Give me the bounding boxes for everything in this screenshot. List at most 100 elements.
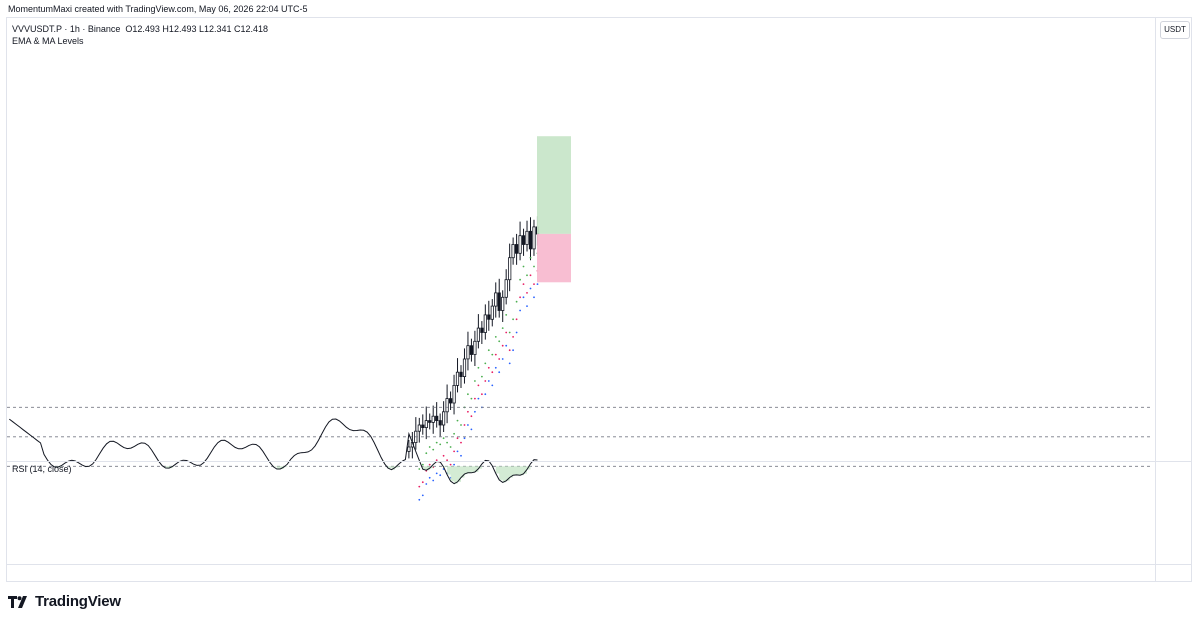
ema-mid-dot [519,296,521,299]
ema-mid-dot [463,424,466,426]
candle-body [480,327,484,333]
ma-slow-dot [439,474,442,477]
ma-slow-dot [453,463,455,466]
ema-mid-dot [449,463,452,466]
candle-body [438,420,442,426]
ema-fast-dot [498,340,501,343]
ema-mid-dot [505,331,508,334]
ma-slow-dot [515,331,518,334]
ema-fast-dot [467,393,469,396]
ema-fast-dot [456,419,459,422]
ema-fast-dot [526,274,528,277]
ma-slow-dot [474,410,476,413]
candle-body [431,415,435,423]
ma-slow-dot [470,428,473,431]
ema-fast-dot [453,432,455,435]
candle-body [462,358,467,378]
ema-fast-dot [533,265,535,268]
ema-fast-dot [491,353,494,356]
ema-mid-dot [428,463,431,466]
ema-mid-dot [477,384,480,387]
candle-body [466,345,470,360]
ema-fast-dot [432,448,435,451]
ema-mid-dot [522,283,525,285]
ema-mid-dot [512,336,514,338]
candle-body [452,384,456,404]
ema-fast-dot [508,331,511,334]
attribution-text: MomentumMaxi created with TradingView.co… [8,4,308,14]
ma-slow-dot [428,476,431,479]
ema-fast-dot [519,278,521,281]
ema-fast-dot [470,397,473,400]
ema-fast-dot [529,256,532,259]
price-pane [407,136,571,501]
ma-slow-dot [533,296,535,299]
ema-fast-dot [449,446,452,448]
ma-slow-dot [529,287,532,290]
ema-fast-dot [446,441,448,444]
ema-mid-dot [526,292,528,294]
ma-slow-dot [425,483,428,485]
ema-fast-dot [425,452,428,455]
candle-body [421,424,425,428]
ma-slow-dot [522,296,525,299]
ema-mid-dot [460,441,462,444]
legend-symbol[interactable]: VVVUSDT.P · 1h · Binance [12,24,121,34]
ema-fast-dot [477,366,480,369]
ema-mid-dot [418,485,421,488]
ema-fast-dot [484,362,487,365]
ema-mid-dot [435,459,438,462]
ema-mid-dot [442,454,445,457]
ema-mid-dot [453,450,455,453]
ema-fast-dot [439,443,442,446]
ema-mid-dot [470,415,473,418]
ma-slow-dot [421,494,424,497]
ema-fast-dot [494,336,497,338]
position-target-zone [537,136,571,234]
axes [7,18,1191,581]
candle-body [518,235,522,254]
candle-body [521,235,526,245]
ma-slow-dot [498,371,501,374]
candle-body [417,424,421,432]
ema-mid-dot [484,380,487,382]
candle-body [428,420,432,423]
ma-slow-dot [519,309,521,312]
ema-mid-dot [501,344,504,347]
ema-mid-dot [456,437,459,440]
ma-slow-dot [501,358,504,360]
rsi-overbought-fill [54,466,531,484]
ema-fast-dot [460,424,462,426]
legend-indicator[interactable]: EMA & MA Levels [12,36,84,46]
rsi-indicator-label[interactable]: RSI (14, close) [12,464,72,474]
ma-slow-dot [432,479,435,482]
currency-button[interactable]: USDT [1160,21,1190,39]
ema-fast-dot [442,437,445,440]
ma-slow-dot [484,393,487,396]
candle-body [501,296,505,311]
ema-fast-dot [428,446,431,448]
tradingview-logo: TradingView [8,593,121,610]
candle-body [445,398,449,413]
rsi-pane [7,406,1153,485]
ma-slow-dot [456,450,459,453]
ma-slow-dot [491,384,494,387]
candle-body [448,398,453,404]
candle-body [455,371,460,386]
ma-slow-dot [526,305,528,307]
ema-mid-dot [529,274,532,277]
ma-slow-dot [494,366,497,369]
ma-slow-dot [460,454,462,457]
candle-body [494,292,498,307]
ma-slow-dot [512,349,514,352]
position-stop-zone [537,233,571,283]
ema-mid-dot [498,358,501,360]
ema-mid-dot [421,481,424,484]
ema-fast-dot [522,265,525,268]
tradingview-logo-icon [8,595,27,608]
ema-mid-dot [467,410,469,413]
legend-ohlc: O12.493 H12.493 L12.341 C12.418 [125,24,269,34]
ma-slow-dot [505,344,508,347]
ma-slow-dot [463,437,466,440]
